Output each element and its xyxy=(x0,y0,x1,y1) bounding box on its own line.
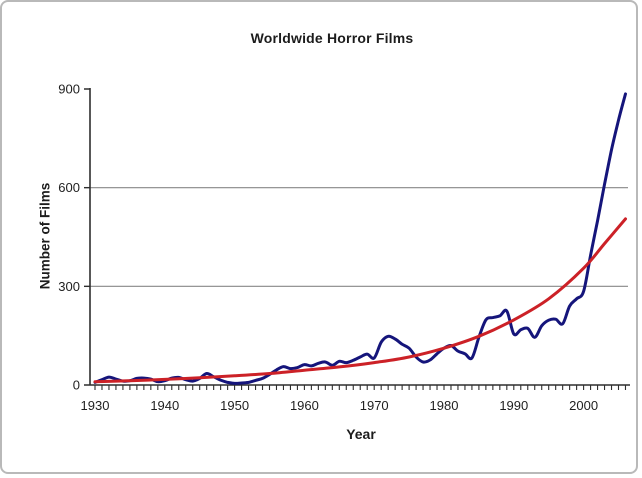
x-axis-title: Year xyxy=(346,426,376,442)
horror-films-line xyxy=(93,92,627,385)
x-tick-label: 1950 xyxy=(220,398,249,413)
x-tick-label: 1930 xyxy=(81,398,110,413)
x-tick-label: 1940 xyxy=(150,398,179,413)
x-tick-label: 1970 xyxy=(360,398,389,413)
y-tick-label: 600 xyxy=(58,180,80,195)
y-tick-label: 900 xyxy=(58,82,80,97)
x-tick-label: 1980 xyxy=(430,398,459,413)
chart-title: Worldwide Horror Films xyxy=(250,30,414,46)
trend-line xyxy=(93,217,627,384)
plot-area: 0 300 600 900 1930 1940 1950 1960 1970 1980 1990 20… xyxy=(58,82,630,413)
y-tick-label: 0 xyxy=(73,378,80,393)
y-tick-label: 300 xyxy=(58,279,80,294)
x-tick-label: 1990 xyxy=(499,398,528,413)
y-axis-title: Number of Films xyxy=(37,182,53,290)
x-tick-label: 2000 xyxy=(569,398,598,413)
x-tick-label: 1960 xyxy=(290,398,319,413)
